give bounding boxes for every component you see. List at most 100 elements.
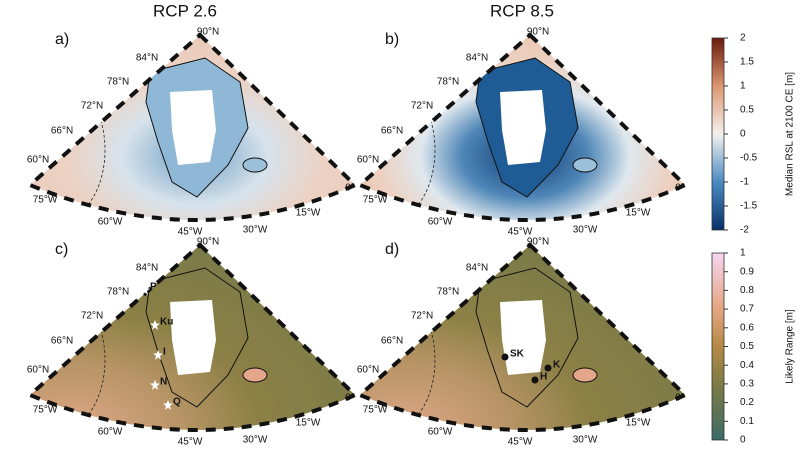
- colorbar: [711, 252, 725, 441]
- station-label: K: [553, 360, 561, 371]
- longitude-label: 45°W: [178, 437, 203, 448]
- colorbar-tick-label: 1: [740, 81, 746, 92]
- column-title: RCP 8.5: [490, 1, 554, 20]
- station-label: Ku: [160, 317, 173, 328]
- longitude-label: 75°W: [363, 405, 388, 416]
- longitude-label: 30°W: [573, 435, 598, 446]
- station-marker: [140, 285, 150, 295]
- latitude-label: 84°N: [466, 263, 488, 274]
- colorbar: [711, 37, 725, 231]
- longitude-label: 15°W: [296, 208, 321, 219]
- panel-label: b): [385, 31, 399, 48]
- colorbar-tick-label: 0.3: [740, 379, 754, 390]
- latitude-label: 72°N: [81, 101, 103, 112]
- colorbar-tick-label: 0.9: [740, 266, 754, 277]
- longitude-label: 60°W: [428, 427, 453, 438]
- longitude-label: 15°W: [626, 208, 651, 219]
- longitude-label: 15°W: [296, 418, 321, 429]
- latitude-label: 60°N: [27, 155, 49, 166]
- colorbar-tick-label: 0.2: [740, 397, 754, 408]
- colorbar-tick-label: -1: [740, 177, 749, 188]
- longitude-label: 75°W: [33, 405, 58, 416]
- latitude-label: 72°N: [411, 311, 433, 322]
- station-marker: [163, 400, 173, 410]
- colorbar-tick-label: -1.5: [740, 201, 758, 212]
- colorbar-tick-label: 1.5: [740, 57, 754, 68]
- map-frame: [356, 32, 689, 222]
- column-title: RCP 2.6: [153, 1, 217, 20]
- iceland: [242, 367, 268, 383]
- map-panel: a) 90°N 84°N 78°N 72°N 66°N 60°N 75°W 60°W 45°W 30…: [26, 27, 359, 238]
- colorbar-tick-label: 0.1: [740, 416, 754, 427]
- longitude-label: 60°W: [428, 217, 453, 228]
- colorbar-tick-label: 1: [740, 248, 746, 259]
- colorbar-label: Likely Range [m]: [785, 309, 796, 384]
- colorbar-tick-label: -0.5: [740, 153, 758, 164]
- iceland: [572, 157, 598, 173]
- station-label: P: [150, 282, 157, 293]
- station-marker: [150, 380, 160, 390]
- colorbar-tick-label: 0.5: [740, 105, 754, 116]
- colorbar-tick-label: 0: [740, 435, 746, 446]
- iceland: [572, 367, 598, 383]
- latitude-label: 84°N: [136, 53, 158, 64]
- ice-sheet: [500, 90, 546, 165]
- longitude-label: 30°W: [243, 225, 268, 236]
- station-marker: [544, 364, 552, 372]
- map-panel: d) 90°N 84°N 78°N 72°N 66°N 60°N 75°W 60°W 45°W 30…: [356, 237, 689, 448]
- latitude-label: 72°N: [81, 311, 103, 322]
- station-marker: [153, 350, 163, 360]
- map-panel: b) 90°N 84°N 78°N 72°N 66°N 60°N 75°W 60°W 45°W 30…: [356, 27, 689, 238]
- latitude-label: 90°N: [527, 237, 549, 248]
- station-label: H: [540, 372, 547, 383]
- panel-label: d): [385, 241, 399, 258]
- station-label: Q: [173, 397, 181, 408]
- station-marker: [531, 376, 539, 384]
- latitude-label: 78°N: [107, 287, 129, 298]
- longitude-label: 45°W: [178, 227, 203, 238]
- longitude-label: 15°W: [626, 418, 651, 429]
- colorbar-tick-label: 0.8: [740, 285, 754, 296]
- latitude-label: 78°N: [437, 77, 459, 88]
- latitude-label: 66°N: [381, 126, 403, 137]
- latitude-label: 66°N: [51, 126, 73, 137]
- longitude-label: 60°W: [98, 217, 123, 228]
- longitude-label: 75°W: [33, 195, 58, 206]
- latitude-label: 84°N: [136, 263, 158, 274]
- greenland: [145, 267, 249, 408]
- latitude-label: 78°N: [437, 287, 459, 298]
- canada-coast: [30, 79, 106, 220]
- colorbar-tick-label: 0.5: [740, 341, 754, 352]
- longitude-label: 0°: [675, 393, 685, 404]
- latitude-label: 66°N: [381, 336, 403, 347]
- longitude-label: 75°W: [363, 195, 388, 206]
- latitude-label: 60°N: [27, 365, 49, 376]
- colorbar-tick-label: -2: [740, 225, 749, 236]
- latitude-label: 84°N: [466, 53, 488, 64]
- longitude-label: 30°W: [573, 225, 598, 236]
- map-frame: [26, 242, 359, 432]
- latitude-label: 60°N: [357, 365, 379, 376]
- longitude-label: 0°: [345, 393, 355, 404]
- longitude-label: 0°: [675, 183, 685, 194]
- longitude-label: 0°: [345, 183, 355, 194]
- map-frame: [356, 242, 689, 432]
- latitude-label: 66°N: [51, 336, 73, 347]
- map-panel: c) 90°N 84°N 78°N 72°N 66°N 60°N 75°W 60°W 45°W 30…: [26, 237, 359, 448]
- colorbar-label: Median RSL at 2100 CE [m]: [785, 72, 796, 196]
- colorbar-tick-label: 0.7: [740, 304, 754, 315]
- longitude-label: 45°W: [508, 227, 533, 238]
- ice-sheet: [500, 300, 546, 375]
- latitude-label: 90°N: [527, 27, 549, 38]
- colorbar-tick-label: 2: [740, 33, 746, 44]
- canada-coast: [360, 289, 436, 430]
- panel-label: c): [55, 241, 68, 258]
- colorbar-tick-label: 0.4: [740, 360, 754, 371]
- iceland: [242, 157, 268, 173]
- longitude-label: 60°W: [98, 427, 123, 438]
- station-label: I: [163, 347, 166, 358]
- map-area: [30, 35, 355, 220]
- latitude-label: 60°N: [357, 155, 379, 166]
- map-area: [360, 35, 685, 220]
